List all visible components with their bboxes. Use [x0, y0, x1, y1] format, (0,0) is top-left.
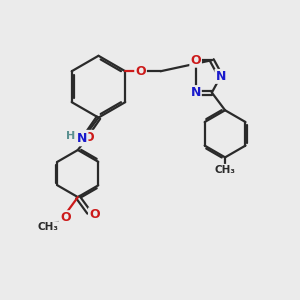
Text: N: N: [190, 86, 201, 99]
Text: N: N: [215, 70, 226, 83]
Text: O: O: [135, 65, 146, 78]
Text: N: N: [77, 132, 88, 145]
Text: O: O: [190, 54, 201, 67]
Text: H: H: [67, 131, 76, 141]
Text: O: O: [83, 131, 94, 144]
Text: CH₃: CH₃: [214, 165, 236, 175]
Text: CH₃: CH₃: [38, 222, 59, 232]
Text: O: O: [60, 211, 70, 224]
Text: O: O: [89, 208, 100, 221]
